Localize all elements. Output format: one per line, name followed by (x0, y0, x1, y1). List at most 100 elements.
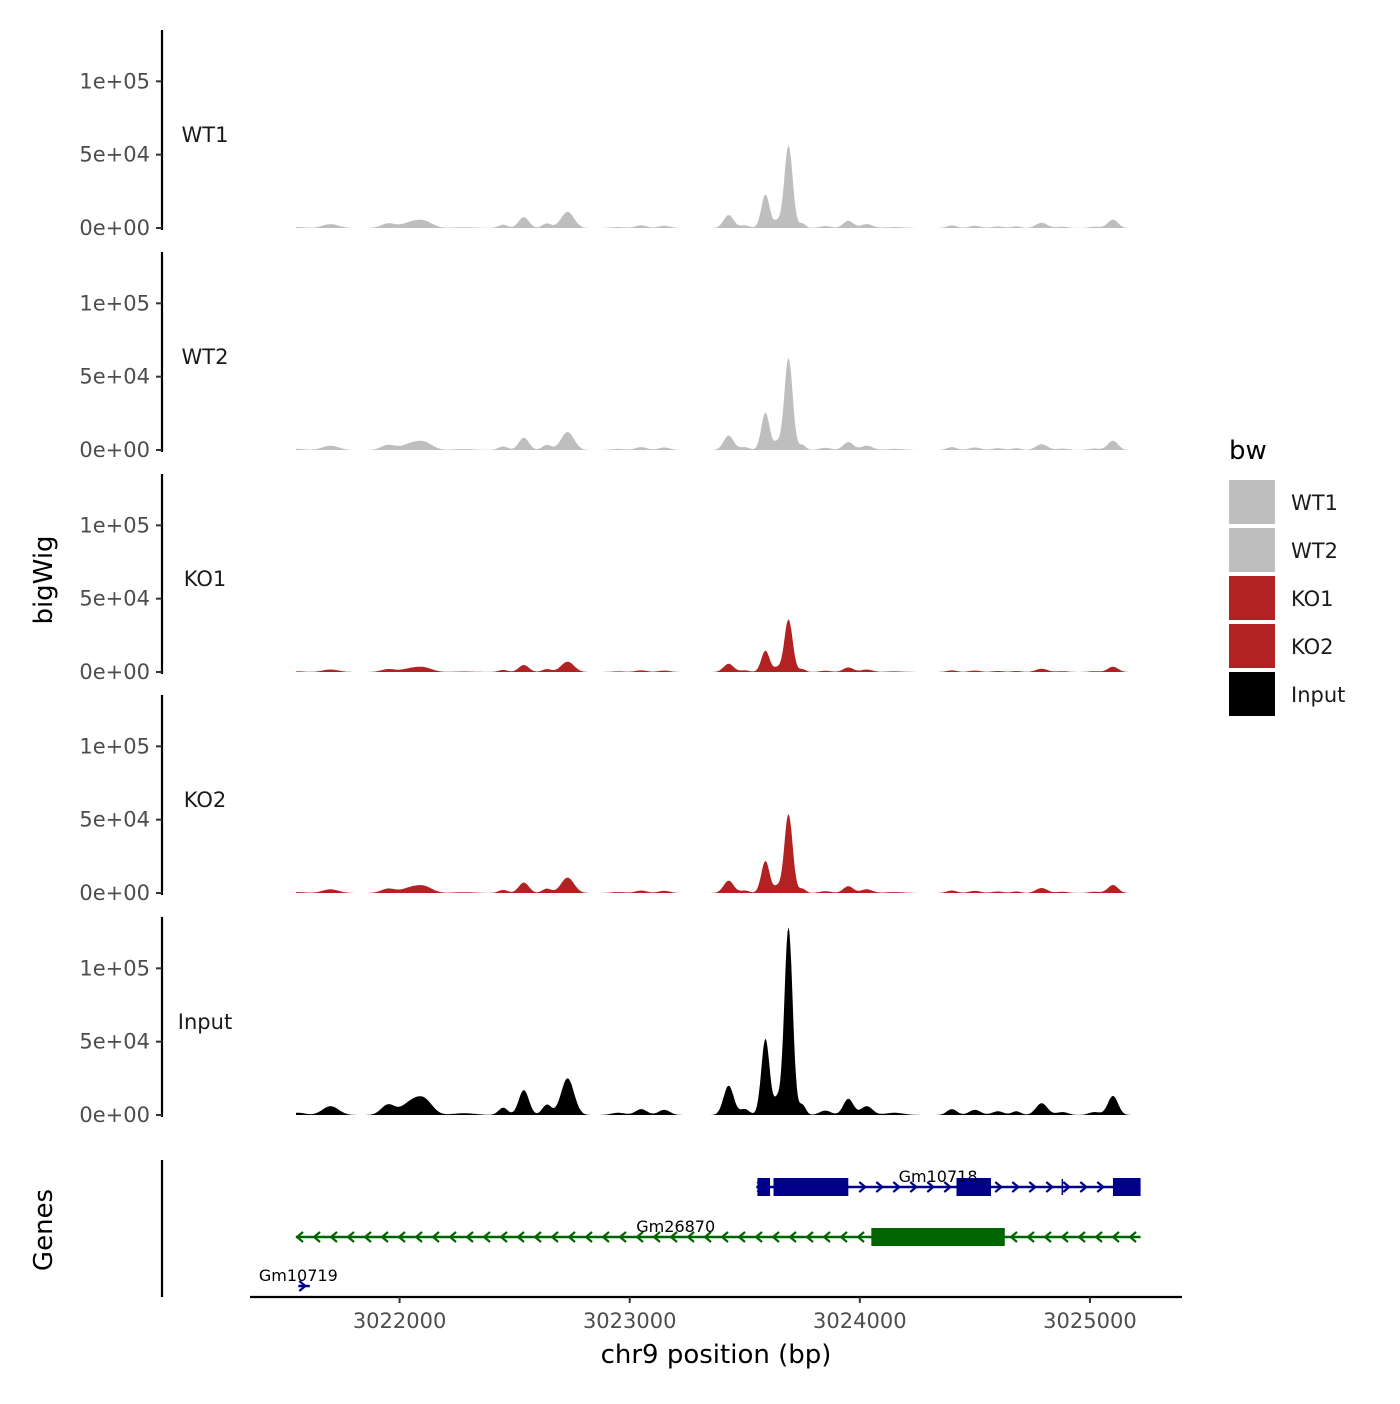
strand-chevron (499, 1231, 508, 1243)
y-tick-label: 0e+00 (79, 438, 150, 462)
track-panel-input: 0e+00 5e+04 1e+05 Input (79, 917, 1136, 1127)
track-panel-wt1: 0e+00 5e+04 1e+05 WT1 (79, 30, 1136, 240)
strand-chevron (482, 1231, 491, 1243)
strand-chevron (1026, 1231, 1035, 1243)
y-tick-label: 5e+04 (79, 808, 150, 832)
signal-area-wt2 (296, 358, 1136, 450)
strand-chevron (686, 1231, 695, 1243)
strand-chevron (737, 1231, 746, 1243)
legend-label-ko2: KO2 (1291, 635, 1334, 659)
y-tick-label: 1e+05 (79, 513, 150, 537)
strand-chevron (1077, 1231, 1086, 1243)
strand-chevron (550, 1231, 559, 1243)
x-tick-label: 3023000 (583, 1309, 677, 1333)
strand-chevron (1028, 1181, 1037, 1193)
strand-chevron (618, 1231, 627, 1243)
strand-chevron (994, 1181, 1003, 1193)
strand-chevron (943, 1181, 952, 1193)
y-tick-label: 0e+00 (79, 1103, 150, 1127)
strand-chevron (380, 1231, 389, 1243)
gene-name-label: Gm10719 (259, 1266, 338, 1285)
signal-tracks: 0e+00 5e+04 1e+05 WT1 0e+00 5e+04 1e+05 WT2 0e+0… (79, 30, 1136, 1127)
x-tick-label: 3022000 (353, 1309, 447, 1333)
signal-area-wt1 (296, 145, 1136, 228)
strand-chevron (465, 1231, 474, 1243)
y-tick-label: 5e+04 (79, 1030, 150, 1054)
gene-name-label: Gm10718 (899, 1167, 978, 1186)
strand-chevron (1045, 1181, 1054, 1193)
strand-chevron (788, 1231, 797, 1243)
strand-chevron (1043, 1231, 1052, 1243)
track-label: WT1 (182, 123, 229, 147)
strand-chevron (584, 1231, 593, 1243)
strand-chevron (431, 1231, 440, 1243)
track-label: KO1 (184, 567, 227, 591)
strand-chevron (1111, 1231, 1120, 1243)
signal-area-ko1 (296, 619, 1136, 672)
strand-chevron (1128, 1231, 1137, 1243)
legend-label-ko1: KO1 (1291, 587, 1334, 611)
legend-label-input: Input (1291, 683, 1345, 707)
strand-chevron (652, 1231, 661, 1243)
y-tick-label: 0e+00 (79, 660, 150, 684)
gene-exon (956, 1178, 991, 1196)
strand-chevron (926, 1181, 935, 1193)
legend-swatch-wt2 (1229, 528, 1275, 572)
x-axis-title: chr9 position (bp) (601, 1340, 832, 1370)
track-panel-ko1: 0e+00 5e+04 1e+05 KO1 (79, 474, 1136, 684)
strand-chevron (448, 1231, 457, 1243)
strand-chevron (567, 1231, 576, 1243)
track-label: Input (178, 1010, 232, 1034)
legend-title: bw (1229, 436, 1267, 466)
strand-chevron (1079, 1181, 1088, 1193)
strand-chevron (805, 1231, 814, 1243)
gene-exon (871, 1228, 1005, 1246)
gene-gm10718: Gm10718 (756, 1167, 1141, 1196)
strand-chevron (346, 1231, 355, 1243)
strand-chevron (754, 1231, 763, 1243)
y-tick-label: 5e+04 (79, 143, 150, 167)
strand-chevron (298, 1280, 308, 1292)
strand-chevron (312, 1231, 321, 1243)
gene-exon (1112, 1178, 1141, 1196)
x-tick-label: 3025000 (1043, 1309, 1137, 1333)
legend-swatch-input (1229, 672, 1275, 716)
strand-chevron (703, 1231, 712, 1243)
track-label: KO2 (184, 788, 227, 812)
strand-chevron (875, 1181, 884, 1193)
gene-exon (773, 1178, 849, 1196)
y-tick-label: 1e+05 (79, 69, 150, 93)
track-label: WT2 (182, 345, 229, 369)
strand-chevron (329, 1231, 338, 1243)
strand-chevron (1011, 1181, 1020, 1193)
strand-chevron (771, 1231, 780, 1243)
gene-gm10719: Gm10719 (259, 1266, 338, 1292)
y-tick-label: 5e+04 (79, 365, 150, 389)
strand-chevron (839, 1231, 848, 1243)
strand-chevron (856, 1231, 865, 1243)
genes-axis-title: Genes (29, 1189, 59, 1271)
strand-chevron (635, 1231, 644, 1243)
strand-chevron (1060, 1231, 1069, 1243)
y-tick-label: 0e+00 (79, 881, 150, 905)
strand-chevron (720, 1231, 729, 1243)
y-tick-label: 1e+05 (79, 956, 150, 980)
strand-chevron (295, 1231, 304, 1243)
strand-chevron (1096, 1181, 1105, 1193)
y-axis-title: bigWig (29, 535, 59, 624)
y-tick-label: 5e+04 (79, 587, 150, 611)
strand-chevron (533, 1231, 542, 1243)
y-tick-label: 1e+05 (79, 734, 150, 758)
strand-chevron (1094, 1231, 1103, 1243)
signal-area-ko2 (296, 814, 1136, 893)
gene-exon (757, 1178, 771, 1196)
legend-swatch-wt1 (1229, 480, 1275, 524)
strand-chevron (363, 1231, 372, 1243)
strand-chevron (669, 1231, 678, 1243)
strand-chevron (516, 1231, 525, 1243)
strand-chevron (909, 1181, 918, 1193)
legend-swatch-ko2 (1229, 624, 1275, 668)
y-tick-label: 1e+05 (79, 291, 150, 315)
